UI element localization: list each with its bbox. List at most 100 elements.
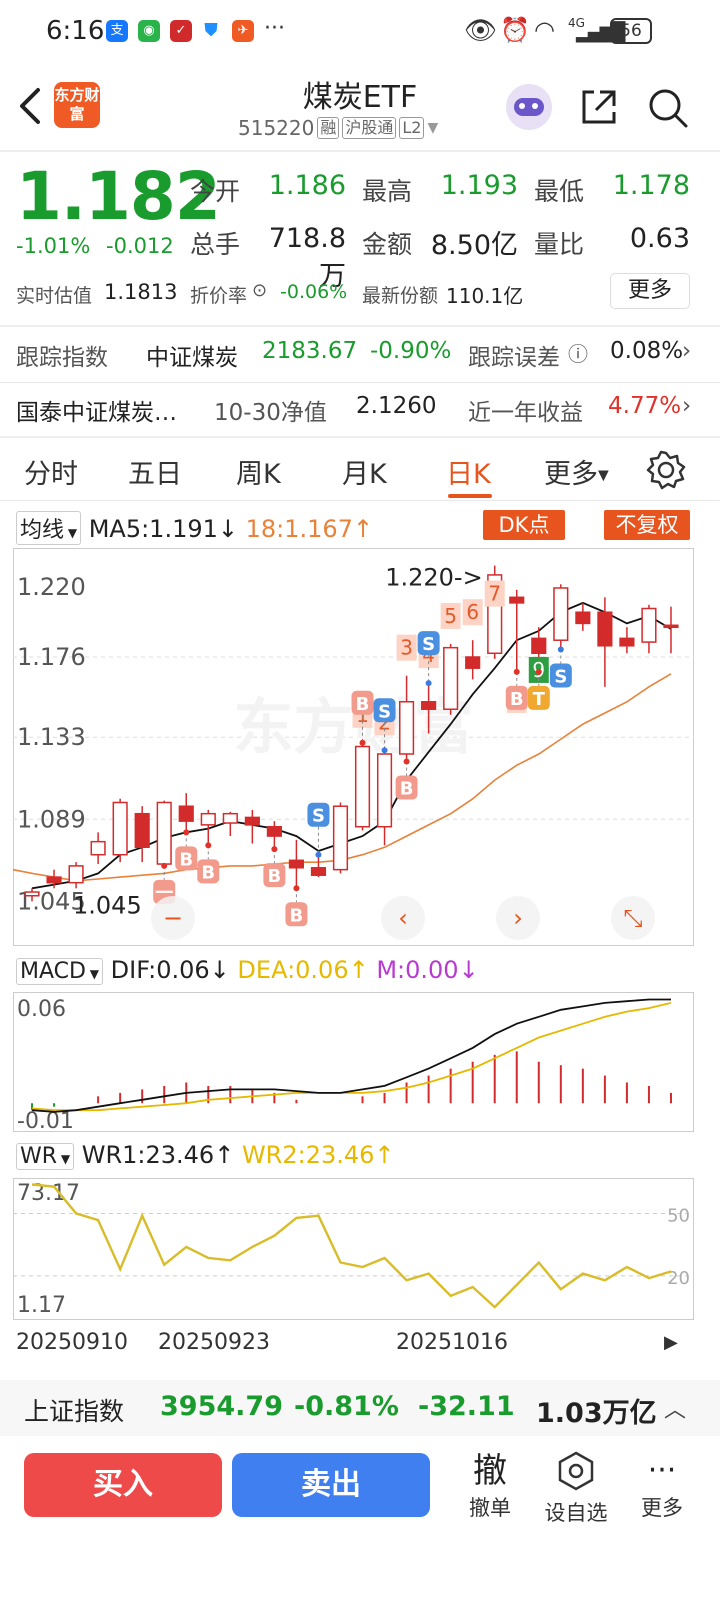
- candle: [332, 805, 349, 871]
- dk-mark-label: B: [290, 905, 304, 926]
- tab-weekly[interactable]: 周K: [236, 459, 281, 490]
- signal-icon: ▂▄▆█: [576, 22, 625, 43]
- candle: [68, 865, 84, 884]
- dk-mark-badge: [505, 685, 528, 710]
- price-axis-label: 1.089: [17, 805, 86, 833]
- ma18-label: 18:1.167: [245, 515, 353, 543]
- network-label: 4G: [568, 16, 585, 30]
- play-icon[interactable]: ▶: [664, 1332, 678, 1353]
- wr-selector[interactable]: WR ▼: [16, 1143, 75, 1170]
- discount-label: 折价率: [190, 285, 248, 307]
- chart-nav-button: [611, 896, 655, 940]
- candle: [619, 637, 635, 647]
- chart-frame: [13, 548, 694, 946]
- return-label: 近一年收益: [468, 400, 583, 426]
- status-time: 6:16: [46, 16, 105, 46]
- tab-daily[interactable]: 日K: [446, 459, 491, 490]
- candle: [156, 801, 172, 865]
- page-title: 煤炭ETF: [302, 80, 418, 115]
- arrow-up-icon: ↑: [214, 1141, 235, 1169]
- index-amount: 1.03万亿: [536, 1398, 657, 1429]
- nav-label: 10-30净值: [214, 400, 327, 426]
- td-count-badge: [440, 602, 461, 629]
- low-value: 1.178: [612, 170, 690, 201]
- sell-button[interactable]: 卖出: [232, 1453, 430, 1517]
- caret-down-icon: ▼: [64, 526, 78, 540]
- fund-row[interactable]: 国泰中证煤炭… 10-30净值 2.1260 近一年收益 4.77% ›: [0, 393, 720, 426]
- gear-icon[interactable]: [646, 450, 686, 490]
- wr1-label: WR1:23.46: [81, 1141, 215, 1169]
- chevron-up-icon[interactable]: ︿: [664, 1398, 687, 1423]
- return-value: 4.77%: [608, 393, 682, 419]
- candle: [244, 816, 260, 826]
- dk-mark-label: B: [201, 862, 215, 883]
- candle: [399, 701, 415, 755]
- dk-mark-badge: [351, 690, 374, 715]
- dk-mark-badge: [395, 775, 418, 800]
- chevron-right-icon: ›: [682, 338, 692, 364]
- candle: [376, 753, 393, 828]
- candlestick-chart[interactable]: 1.2201.1761.1331.0891.045东方财富123456789一B…: [13, 548, 694, 946]
- td-count-number: 7: [488, 582, 501, 606]
- cancel-order-button[interactable]: 撤 撤单: [450, 1450, 530, 1522]
- chevron-down-icon: ▼: [427, 120, 439, 136]
- tab-intraday[interactable]: 分时: [24, 459, 78, 490]
- share-icon[interactable]: [578, 86, 620, 128]
- low-label: 最低: [534, 177, 585, 206]
- security-code-row[interactable]: 515220 融 沪股通 L2 ▼: [238, 116, 438, 140]
- shares-value: 110.1亿: [446, 284, 524, 308]
- candle: [90, 840, 106, 856]
- chart-nav-button: [381, 896, 425, 940]
- search-icon[interactable]: [646, 86, 690, 130]
- fund-name: 国泰中证煤炭…: [16, 400, 177, 426]
- macd-chart[interactable]: 0.06 -0.01: [13, 992, 694, 1132]
- wr2-label: WR2:23.46: [241, 1141, 375, 1169]
- wr-chart[interactable]: 50 20 73.17 1.17: [13, 1178, 694, 1320]
- tracking-index-row[interactable]: 跟踪指数 中证煤炭 2183.67 -0.90% 跟踪误差 ⓘ 0.08% ›: [0, 338, 720, 371]
- status-bar: 6:16 支 ◉ ✓ ⛊ ✈ ··· 👁 ⏰ ◠ 4G ▂▄▆█ 56: [0, 0, 720, 64]
- more-menu-button[interactable]: ··· 更多: [622, 1450, 702, 1522]
- candle: [24, 891, 40, 897]
- price-axis-label: 1.220: [17, 573, 86, 601]
- dif-line: [31, 998, 671, 1113]
- more-notifications-icon: ···: [264, 16, 285, 41]
- price-axis-label: 1.133: [17, 723, 86, 751]
- no-adjust-button[interactable]: 不复权: [604, 510, 690, 540]
- tag-l2: L2: [399, 117, 425, 139]
- tracking-index-change: -0.90%: [370, 338, 452, 364]
- cancel-icon: 撤: [473, 1451, 507, 1491]
- add-watchlist-button[interactable]: 设自选: [536, 1450, 616, 1527]
- candle: [134, 812, 150, 849]
- assistant-avatar[interactable]: [506, 84, 552, 130]
- tracking-error-value: 0.08%: [610, 338, 684, 364]
- page-header: 东方财富 煤炭ETF 515220 融 沪股通 L2 ▼: [0, 64, 720, 150]
- wr-bottom-label: 1.17: [17, 1293, 66, 1318]
- help-icon[interactable]: ⓘ: [568, 342, 588, 366]
- arrow-up-icon: ↑: [374, 1141, 395, 1169]
- info-icon[interactable]: ⊙: [252, 280, 268, 301]
- candle: [641, 607, 657, 643]
- wr-line: [31, 1183, 672, 1309]
- tab-five-day[interactable]: 五日: [128, 459, 182, 490]
- back-icon[interactable]: [14, 86, 44, 126]
- tab-more[interactable]: 更多▼: [544, 452, 609, 491]
- chart-nav-icon: ›: [513, 904, 523, 932]
- ma18-line: [13, 673, 672, 882]
- dk-mark-badge: [549, 663, 572, 688]
- kline-indicator-row: 均线 ▼ MA5:1.191↓ 18:1.167↑: [16, 511, 373, 545]
- dk-mark-dot: [359, 739, 366, 746]
- wifi-icon: ◠: [534, 16, 555, 44]
- quote-more-button[interactable]: 更多: [610, 273, 690, 309]
- ma-selector[interactable]: 均线 ▼: [16, 511, 82, 545]
- wr-frame: [13, 1178, 694, 1320]
- macd-selector[interactable]: MACD ▼: [16, 958, 103, 985]
- buy-button[interactable]: 买入: [24, 1453, 222, 1517]
- tab-more-label: 更多: [544, 459, 598, 490]
- macd-selector-label: MACD: [20, 959, 86, 984]
- dk-points-button[interactable]: DK点: [483, 510, 565, 540]
- tab-monthly[interactable]: 月K: [342, 459, 387, 490]
- ma-selector-label: 均线: [20, 518, 65, 543]
- shield-icon: ⛊: [200, 20, 222, 42]
- candle: [575, 611, 591, 625]
- index-ticker-bar[interactable]: 上证指数 3954.79 -0.81% -32.11 1.03万亿 ︿: [0, 1380, 720, 1436]
